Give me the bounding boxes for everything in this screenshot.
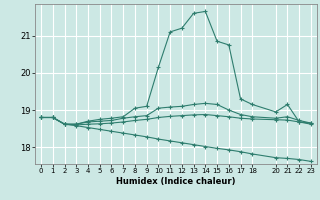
X-axis label: Humidex (Indice chaleur): Humidex (Indice chaleur) [116,177,236,186]
